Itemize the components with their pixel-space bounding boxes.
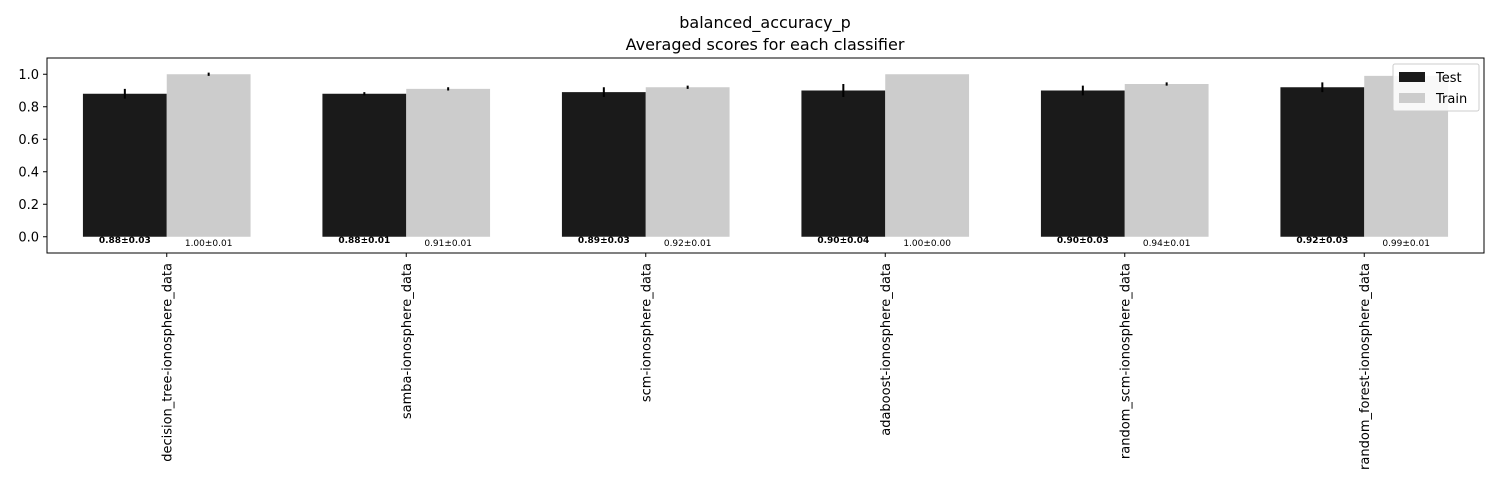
plot-frame bbox=[46, 57, 1485, 254]
value-label-test-4: 0.90±0.03 bbox=[1057, 236, 1109, 246]
value-label-train-0: 1.00±0.01 bbox=[185, 239, 233, 249]
y-tick-label: 0.2 bbox=[18, 198, 39, 213]
value-label-train-5: 0.99±0.01 bbox=[1382, 239, 1430, 249]
y-tick-label: 0.4 bbox=[18, 165, 39, 180]
bar-test-2 bbox=[561, 92, 646, 237]
y-tick-label: 0.0 bbox=[18, 230, 39, 245]
value-label-train-4: 0.94±0.01 bbox=[1143, 239, 1191, 249]
legend-label-test: Test bbox=[1435, 71, 1462, 86]
value-label-test-2: 0.89±0.03 bbox=[578, 236, 630, 246]
bar-test-0 bbox=[82, 93, 167, 237]
x-tick-label: scm-ionosphere_data bbox=[639, 263, 654, 402]
chart-title: balanced_accuracy_p Averaged scores for … bbox=[0, 12, 1500, 56]
y-tick-label: 1.0 bbox=[18, 68, 39, 83]
value-label-train-2: 0.92±0.01 bbox=[664, 239, 712, 249]
chart-title-main: balanced_accuracy_p bbox=[679, 13, 851, 32]
bar-test-4 bbox=[1040, 90, 1125, 237]
x-tick-label: random_forest-ionosphere_data bbox=[1358, 263, 1373, 470]
bar-train-0 bbox=[166, 74, 251, 237]
x-tick-label: decision_tree-ionosphere_data bbox=[160, 263, 175, 462]
value-label-train-3: 1.00±0.00 bbox=[903, 239, 951, 249]
chart-subtitle: Averaged scores for each classifier bbox=[625, 35, 905, 54]
bar-train-4 bbox=[1124, 84, 1209, 237]
legend-swatch-train bbox=[1399, 93, 1425, 103]
value-label-test-5: 0.92±0.03 bbox=[1296, 236, 1348, 246]
value-label-test-1: 0.88±0.01 bbox=[338, 236, 390, 246]
y-tick-label: 0.8 bbox=[18, 100, 39, 115]
x-tick-label: random_scm-ionosphere_data bbox=[1118, 263, 1133, 459]
bar-test-3 bbox=[801, 90, 886, 237]
bar-train-3 bbox=[885, 74, 970, 237]
bar-test-5 bbox=[1280, 87, 1365, 237]
legend-swatch-test bbox=[1399, 72, 1425, 82]
bar-train-1 bbox=[406, 88, 491, 237]
value-label-test-3: 0.90±0.04 bbox=[817, 236, 869, 246]
legend-label-train: Train bbox=[1435, 92, 1467, 107]
y-tick-label: 0.6 bbox=[18, 133, 39, 148]
bar-test-1 bbox=[322, 93, 407, 237]
bar-train-2 bbox=[645, 87, 730, 237]
value-label-test-0: 0.88±0.03 bbox=[99, 236, 151, 246]
value-label-train-1: 0.91±0.01 bbox=[424, 239, 472, 249]
x-tick-label: adaboost-ionosphere_data bbox=[879, 263, 894, 436]
x-tick-label: samba-ionosphere_data bbox=[400, 263, 415, 419]
